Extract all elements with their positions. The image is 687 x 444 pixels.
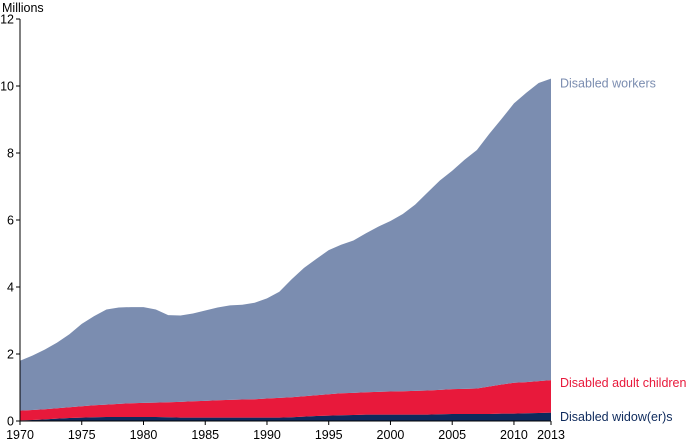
- x-tick-label: 1985: [191, 428, 219, 442]
- x-tick-label: 2000: [377, 428, 405, 442]
- series-label-disabled-workers: Disabled workers: [560, 77, 656, 91]
- stacked-areas: [20, 78, 551, 421]
- x-tick-label: 2010: [500, 428, 528, 442]
- area-disabled-adult-children: [20, 380, 551, 421]
- y-tick-label: 10: [0, 80, 14, 94]
- x-tick-label: 1980: [130, 428, 158, 442]
- y-tick-label: 12: [0, 13, 14, 27]
- x-tick-label: 1975: [68, 428, 96, 442]
- y-tick-label: 4: [7, 281, 14, 295]
- x-tick-label: 1995: [315, 428, 343, 442]
- y-tick-label: 2: [7, 348, 14, 362]
- x-tick-label: 1970: [6, 428, 34, 442]
- y-tick-label: 0: [7, 415, 14, 429]
- y-axis-ticks: 0 2 4 6 8 10 12: [0, 13, 20, 429]
- y-axis-unit-label: Millions: [2, 1, 44, 15]
- series-label-disabled-adult-children: Disabled adult children: [560, 376, 687, 390]
- area-disabled-widow-er-s: [20, 412, 551, 421]
- x-tick-label: 2005: [438, 428, 466, 442]
- x-tick-label: 2013: [537, 428, 565, 442]
- x-tick-label: 1990: [253, 428, 281, 442]
- area-disabled-workers: [20, 78, 551, 411]
- series-labels: Disabled widow(er)s Disabled adult childr…: [560, 77, 687, 424]
- y-tick-label: 6: [7, 214, 14, 228]
- x-axis-ticks: 1970 1975 1980 1985 1990 1995 2000 2005 2010 2013: [6, 421, 565, 442]
- series-label-disabled-widow-er-s: Disabled widow(er)s: [560, 410, 673, 424]
- y-tick-label: 8: [7, 147, 14, 161]
